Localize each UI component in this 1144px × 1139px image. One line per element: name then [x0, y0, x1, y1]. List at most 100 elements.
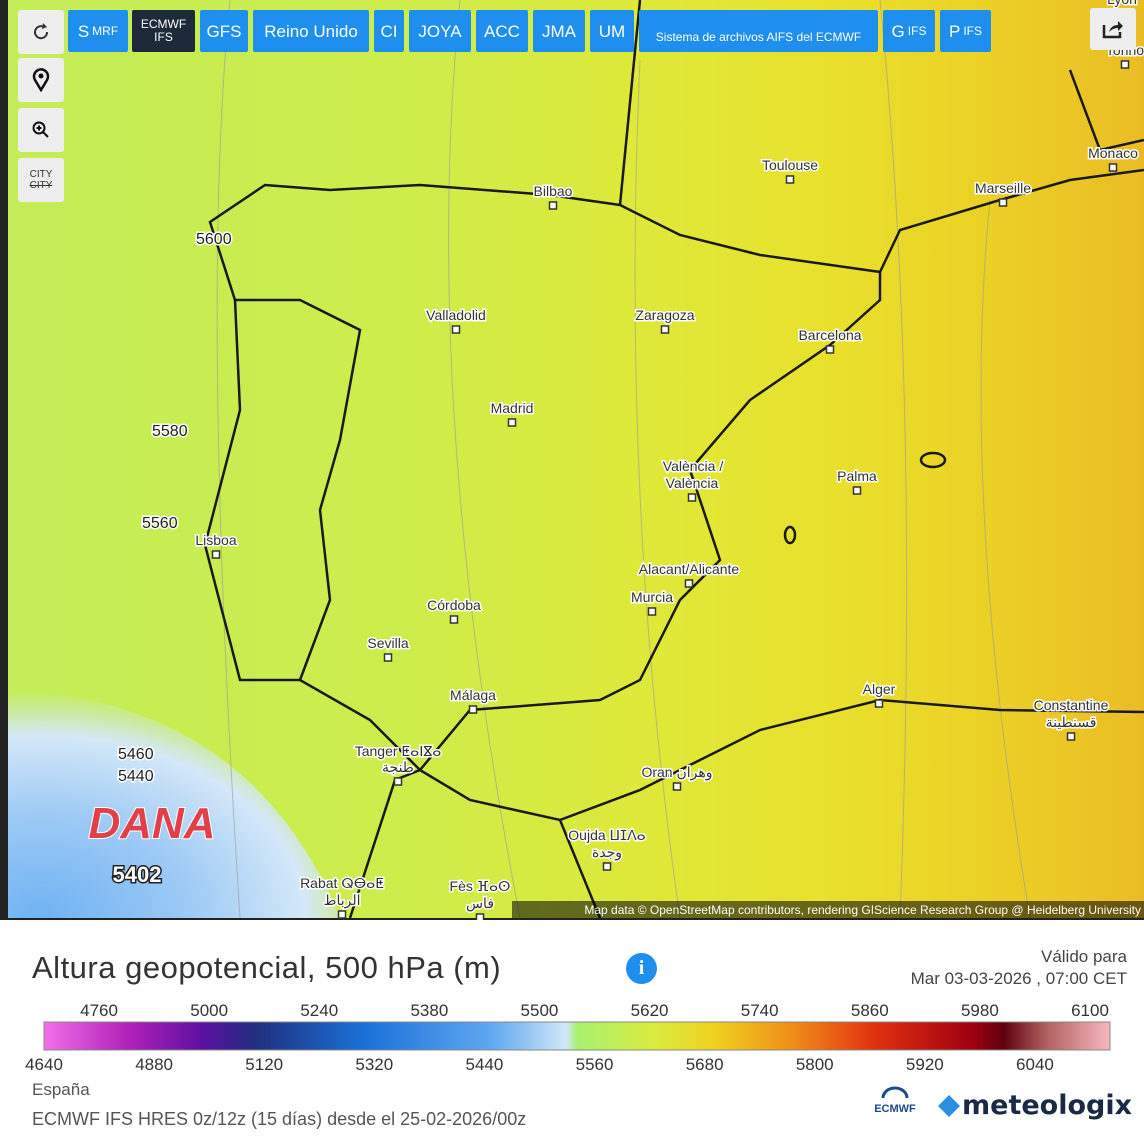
scale-label: 5380: [410, 1001, 448, 1020]
scale-label: 5560: [576, 1055, 614, 1074]
city-label: Bilbao: [534, 183, 573, 199]
button-label: JMA: [542, 21, 576, 41]
model-button[interactable]: CI: [374, 10, 404, 52]
city-label: Madrid: [491, 400, 534, 416]
button-sublabel: MRF: [92, 23, 119, 38]
model-button[interactable]: Sistema de archivos AIFS del ECMWF: [639, 10, 878, 52]
city-label: Fès ⴼⴰⵙ: [450, 878, 511, 894]
city-label: Oran وهران: [641, 764, 712, 781]
button-label: JOYA: [418, 21, 462, 41]
color-scale: 4640 4760 4880 5000 5120 5240 5320 5380 5440 5500…: [25, 1001, 1111, 1074]
scale-label: 5500: [521, 1001, 559, 1020]
city-marker: [383, 653, 393, 662]
city-label: Constantine: [1034, 697, 1109, 713]
city-label: Tanger ⵟⴰⵏⴵⴰ: [355, 743, 442, 759]
city-marker: [1108, 163, 1118, 172]
region: España: [32, 1080, 90, 1099]
button-sublabel: IFS: [154, 30, 173, 44]
city-marker: [998, 198, 1008, 207]
scale-label: 4880: [135, 1055, 173, 1074]
scale-label: 5680: [686, 1055, 724, 1074]
city-label: وجدة: [592, 844, 622, 861]
city-marker: [874, 699, 884, 708]
contour-label: 5600: [196, 231, 232, 248]
zoom-icon: [32, 121, 49, 138]
ecmwf-text: ECMWF: [874, 1103, 916, 1115]
city-toggle[interactable]: CITY CITY: [18, 158, 64, 202]
city-marker: [785, 175, 795, 184]
city-label: Alger: [863, 681, 896, 697]
city-label: Málaga: [450, 687, 496, 703]
contour-label: 5560: [142, 515, 178, 532]
city-label: València /: [663, 458, 724, 474]
model-button[interactable]: JMA: [533, 10, 585, 52]
scale-label: 6100: [1071, 1001, 1109, 1020]
city-label: València: [666, 475, 719, 491]
city-marker: [451, 325, 461, 334]
city-label: Sevilla: [367, 635, 408, 651]
city-marker: [687, 493, 697, 502]
scale-label: 5620: [631, 1001, 669, 1020]
button-sublabel: IFS: [907, 23, 927, 38]
share-icon: [1102, 21, 1123, 39]
model-button[interactable]: ACC: [476, 10, 528, 52]
city-label: طنجة: [382, 759, 414, 775]
legend-title: Altura geopotencial, 500 hPa (m): [32, 950, 502, 985]
city-marker: [602, 862, 612, 871]
button-label: Sistema de archivos AIFS del ECMWF: [655, 29, 862, 44]
model-button[interactable]: GFS: [200, 10, 248, 52]
city-marker: [684, 579, 694, 588]
city-marker: [660, 325, 670, 334]
location-button[interactable]: [18, 58, 64, 102]
button-label: G: [891, 21, 905, 41]
meteologix-logo: meteologix: [936, 1090, 1132, 1121]
model-button[interactable]: UM: [590, 10, 634, 52]
city-label: Barcelona: [798, 327, 861, 343]
city-label: Monaco: [1088, 145, 1138, 161]
city-label: Murcia: [631, 589, 673, 605]
zoom-button[interactable]: [18, 108, 64, 152]
scale-label: 5980: [961, 1001, 999, 1020]
button-label: S: [77, 21, 90, 41]
city-marker: [1120, 60, 1130, 69]
city-marker: [393, 777, 403, 786]
city-marker: [1066, 732, 1076, 741]
city-marker: [672, 782, 682, 791]
meteologix-mark: [938, 1094, 960, 1117]
scale-label: 5860: [851, 1001, 889, 1020]
city-label: Oujda ⵡⵊⴷⴰ: [568, 827, 645, 843]
model-info: ECMWF IFS HRES 0z/12z (15 días) desde el…: [32, 1109, 527, 1129]
share-button[interactable]: [1090, 8, 1136, 50]
city-marker: [548, 201, 558, 210]
button-label: GFS: [206, 21, 242, 41]
city-marker: [449, 615, 459, 624]
refresh-button[interactable]: [18, 10, 64, 54]
city-marker: [337, 910, 347, 919]
scale-bar: [43, 1021, 1111, 1051]
valid-label: Válido para: [1040, 947, 1127, 966]
scale-label: 6040: [1016, 1055, 1054, 1074]
city-marker: [647, 607, 657, 616]
button-label: ACC: [484, 21, 520, 41]
meteologix-text: meteologix: [962, 1090, 1133, 1121]
info-icon[interactable]: i: [626, 953, 657, 984]
city-marker: [468, 705, 478, 714]
attribution-bg: [512, 901, 1144, 918]
city-label: الرباط: [324, 892, 361, 909]
model-button[interactable]: G IFS: [883, 10, 935, 52]
city-off: CITY: [29, 180, 53, 191]
attribution: Map data © OpenStreetMap contributors, r…: [584, 903, 1141, 917]
scale-label: 5740: [741, 1001, 779, 1020]
model-button[interactable]: S MRF: [68, 10, 128, 52]
model-button[interactable]: JOYA: [409, 10, 471, 52]
model-button[interactable]: ECMWF IFS: [132, 10, 195, 52]
model-button[interactable]: Reino Unido: [253, 10, 369, 52]
button-label: Reino Unido: [264, 21, 358, 41]
city-marker: [211, 550, 221, 559]
refresh-icon: [34, 23, 49, 40]
city-label: Lyon: [1107, 0, 1137, 7]
button-label: ECMWF: [140, 17, 187, 31]
model-button[interactable]: P IFS: [940, 10, 991, 52]
scale-label: 4640: [25, 1055, 63, 1074]
